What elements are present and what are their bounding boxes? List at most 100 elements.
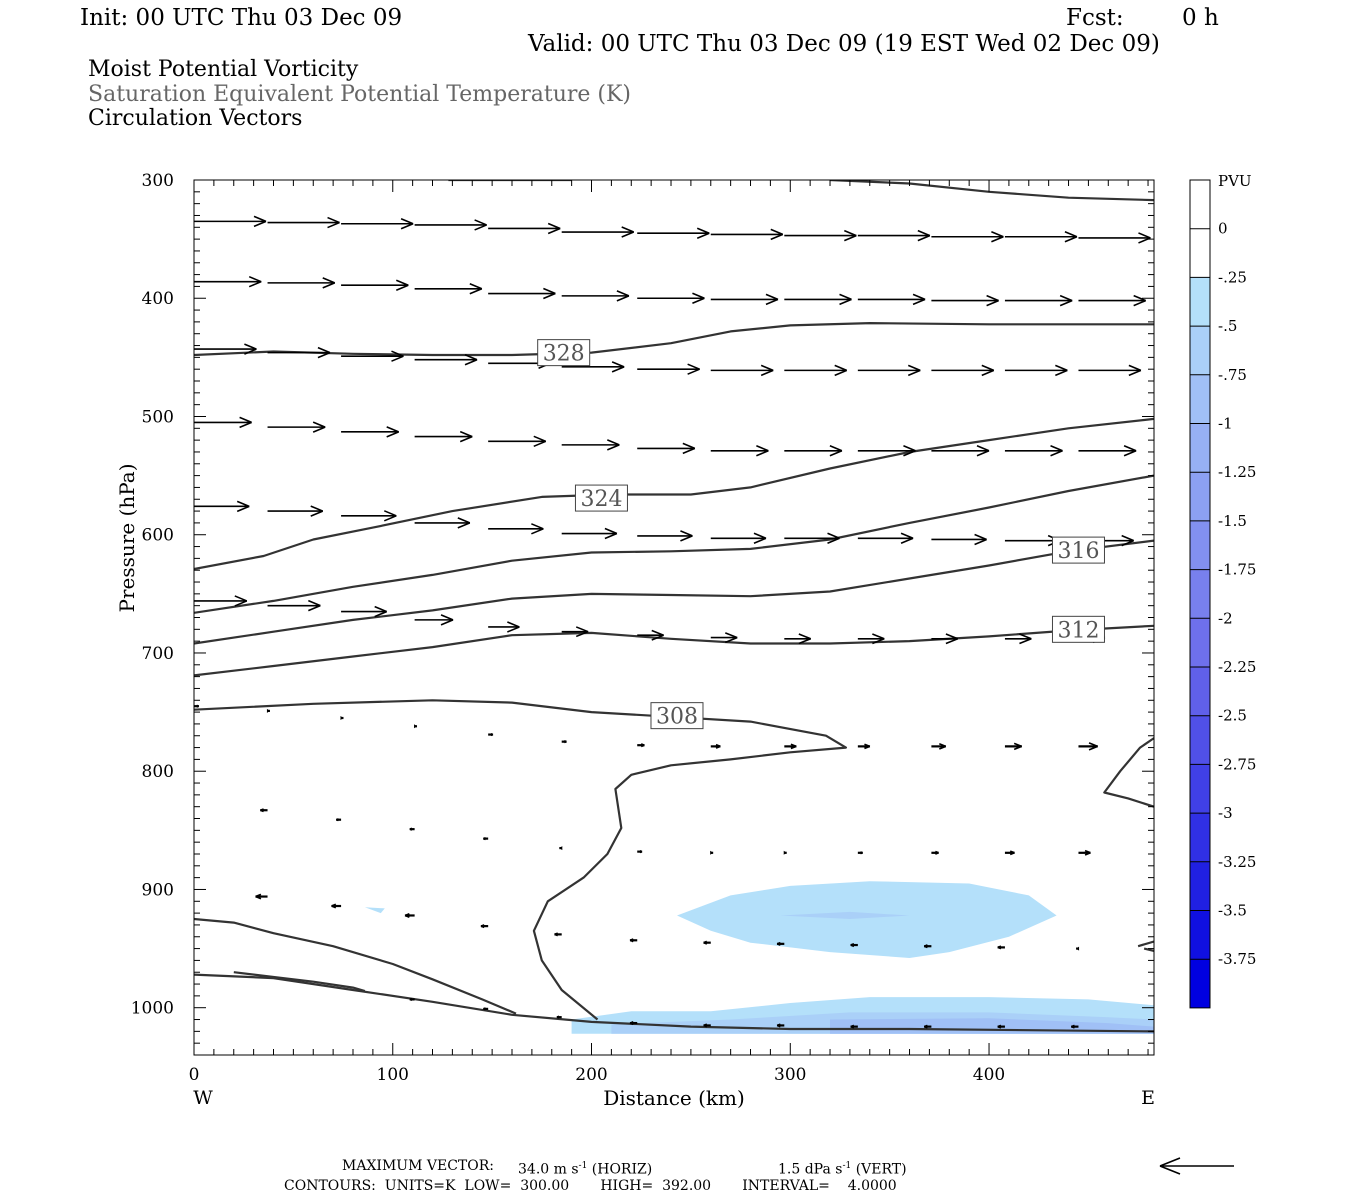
- vector-42: [414, 430, 473, 443]
- vector-11: [1004, 231, 1078, 243]
- vector-head: [770, 228, 784, 236]
- vector-head: [829, 445, 843, 452]
- vector-12: [1078, 232, 1151, 244]
- vector-9: [857, 229, 931, 242]
- colorbar-cell: [1190, 959, 1210, 1008]
- vector-head: [386, 426, 399, 433]
- vector-head: [383, 510, 397, 517]
- vector-head: [335, 818, 339, 822]
- vector-head: [1019, 633, 1032, 640]
- vector-head: [331, 905, 337, 909]
- vector-116: [483, 1007, 489, 1011]
- vector-122: [923, 1024, 932, 1029]
- vector-head: [604, 532, 618, 540]
- vector-31: [561, 361, 625, 373]
- west-label: W: [193, 1087, 213, 1109]
- vector-20: [710, 293, 779, 306]
- vector-head: [997, 1025, 1002, 1029]
- contour-label-box: [1051, 615, 1105, 643]
- vector-head: [912, 293, 926, 301]
- vector-head: [917, 234, 931, 242]
- vector-head: [703, 1024, 708, 1028]
- vector-head: [935, 852, 939, 855]
- vector-head: [917, 229, 931, 237]
- vector-head: [234, 600, 248, 607]
- contour-line-10: [233, 971, 366, 993]
- vector-89: [1004, 742, 1023, 751]
- colorbar-label: 0: [1218, 220, 1228, 238]
- vector-18: [561, 290, 630, 302]
- vector-head: [322, 277, 336, 284]
- vector-head: [483, 837, 486, 841]
- vector-head: [864, 745, 871, 750]
- vector-13: [194, 275, 262, 288]
- vector-head: [1019, 638, 1032, 645]
- vector-head: [753, 537, 767, 545]
- vector-head: [945, 633, 959, 640]
- vector-head: [312, 421, 326, 428]
- vector-head: [1133, 299, 1146, 307]
- contour-label-328: 328: [537, 339, 591, 367]
- vector-head: [765, 298, 779, 306]
- vector-head: [1013, 742, 1023, 748]
- vector-1: [267, 216, 340, 229]
- vector-head: [903, 450, 916, 457]
- max-vector-vert: 1.5 dPa s-1 (VERT): [778, 1158, 907, 1178]
- vector-61: [857, 532, 914, 545]
- vector-114: [1076, 946, 1080, 951]
- vector-head: [616, 290, 630, 297]
- vector-head: [1088, 742, 1098, 748]
- y-tick-label: 600: [142, 526, 174, 546]
- x-tick-label: 200: [575, 1065, 607, 1085]
- contour-label-324: 324: [574, 484, 628, 512]
- colorbar-cell: [1190, 423, 1210, 473]
- vector-107: [554, 932, 562, 937]
- vector-head: [507, 626, 520, 633]
- vector-4: [488, 222, 561, 235]
- vector-97: [710, 850, 714, 855]
- vector-81: [414, 724, 418, 729]
- vector-head: [395, 284, 409, 291]
- colorbar-label: -1: [1218, 415, 1233, 433]
- colorbar-unit: PVU: [1218, 172, 1252, 190]
- vector-head: [770, 233, 784, 241]
- vector-24: [1004, 294, 1073, 307]
- vector-66: [267, 599, 321, 612]
- vector-58: [637, 530, 693, 542]
- vector-head: [395, 279, 409, 286]
- vector-head: [308, 604, 321, 612]
- vector-78: [194, 704, 200, 708]
- vector-head: [1050, 450, 1063, 457]
- vector-head: [834, 364, 848, 372]
- vector-59: [710, 532, 767, 545]
- contour-label-312: 312: [1051, 615, 1105, 643]
- vector-head: [531, 528, 544, 535]
- vector-71: [637, 629, 664, 641]
- vector-head: [480, 925, 485, 929]
- pv-region-5: [364, 907, 385, 914]
- vector-124: [1070, 1024, 1079, 1029]
- y-tick-label: 700: [142, 644, 174, 664]
- theta-es-contours: [194, 180, 1154, 1033]
- contour-line-13: [194, 973, 1154, 1033]
- vector-head: [239, 416, 252, 424]
- vector-head: [991, 231, 1004, 238]
- axis-ticks: 300 400 500 600 700 800 900 1000 0 100 200 300 400: [131, 171, 1154, 1085]
- vector-70: [561, 626, 589, 638]
- vector-105: [404, 913, 415, 918]
- vector-head: [724, 632, 738, 639]
- vector-47: [784, 445, 843, 457]
- contour-line-2: [194, 322, 1154, 357]
- colorbar-cell: [1190, 520, 1210, 570]
- vector-head: [640, 744, 645, 748]
- vector-62: [931, 533, 987, 546]
- vector-head: [1123, 445, 1137, 452]
- vector-head: [1076, 946, 1080, 951]
- vector-head: [409, 828, 413, 831]
- vector-head: [440, 614, 454, 621]
- vector-head: [543, 287, 556, 295]
- vector-16: [414, 283, 483, 295]
- pv-region-0: [677, 881, 1057, 958]
- vector-40: [267, 421, 326, 433]
- circulation-vectors: [194, 215, 1151, 1029]
